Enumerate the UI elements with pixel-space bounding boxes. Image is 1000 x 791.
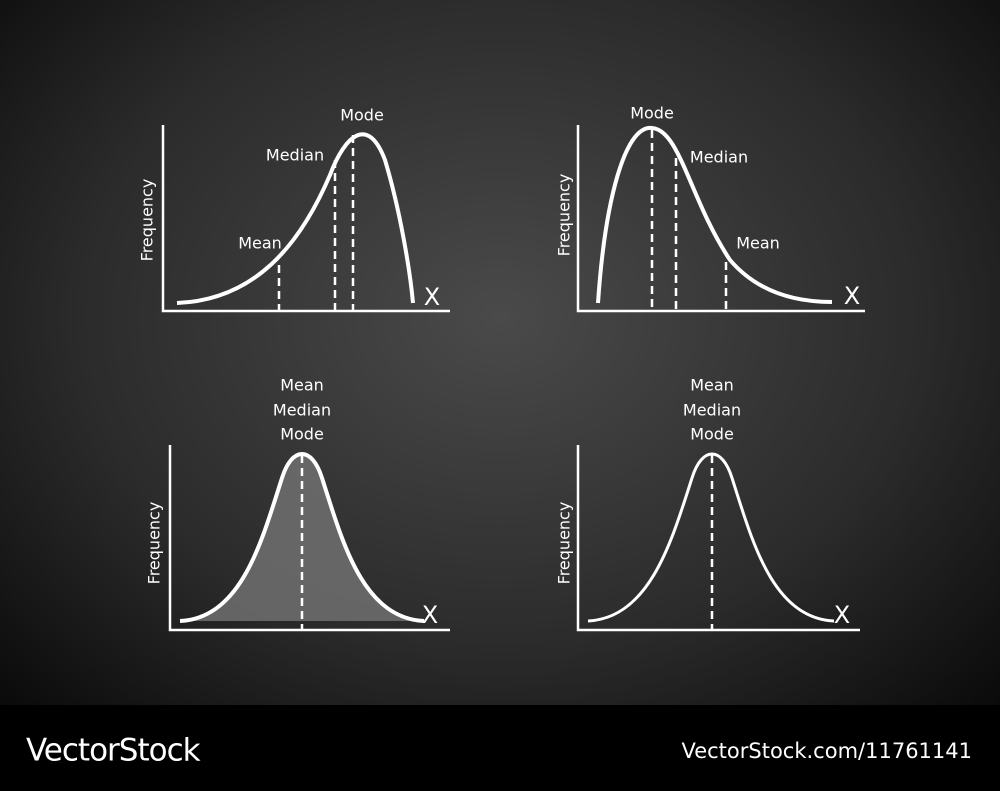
curve (587, 452, 835, 623)
curve (596, 125, 833, 304)
y-label: Frequency (555, 502, 574, 585)
y-label: Frequency (555, 174, 574, 257)
marker-label: Mean (736, 234, 780, 253)
x-label: X (422, 601, 438, 629)
y-label: Frequency (138, 179, 157, 262)
marker-label: Mode (340, 106, 384, 125)
marker-label: Mode (280, 425, 324, 444)
axes (161, 125, 450, 313)
panel: Mode Median Mean X Frequency (555, 104, 865, 313)
footer-brand: VectorStock (26, 733, 201, 769)
panel: Mean Median Mode X Frequency (138, 106, 450, 313)
marker-label: Median (273, 401, 331, 420)
marker-label: Mean (238, 234, 282, 253)
axes (168, 445, 450, 632)
y-label: Frequency (145, 502, 164, 585)
axes (576, 125, 865, 313)
curve (176, 132, 415, 305)
footer-url: VectorStock.com/11761141 (681, 739, 972, 763)
panel: Mean Median Mode X Frequency (555, 376, 860, 632)
panel: Mean Median Mode X Frequency (145, 376, 450, 632)
marker-label: Mode (690, 425, 734, 444)
curve (179, 452, 425, 623)
x-label: X (844, 282, 860, 310)
marker-label: Median (683, 401, 741, 420)
marker-label: Median (690, 148, 748, 167)
marker-label: Mode (630, 104, 674, 123)
footer-band (0, 705, 1000, 791)
marker-label: Median (266, 146, 324, 165)
axes (576, 445, 860, 632)
x-label: X (424, 283, 440, 311)
marker-label: Mean (690, 376, 734, 395)
marker-label: Mean (280, 376, 324, 395)
x-label: X (834, 601, 850, 629)
